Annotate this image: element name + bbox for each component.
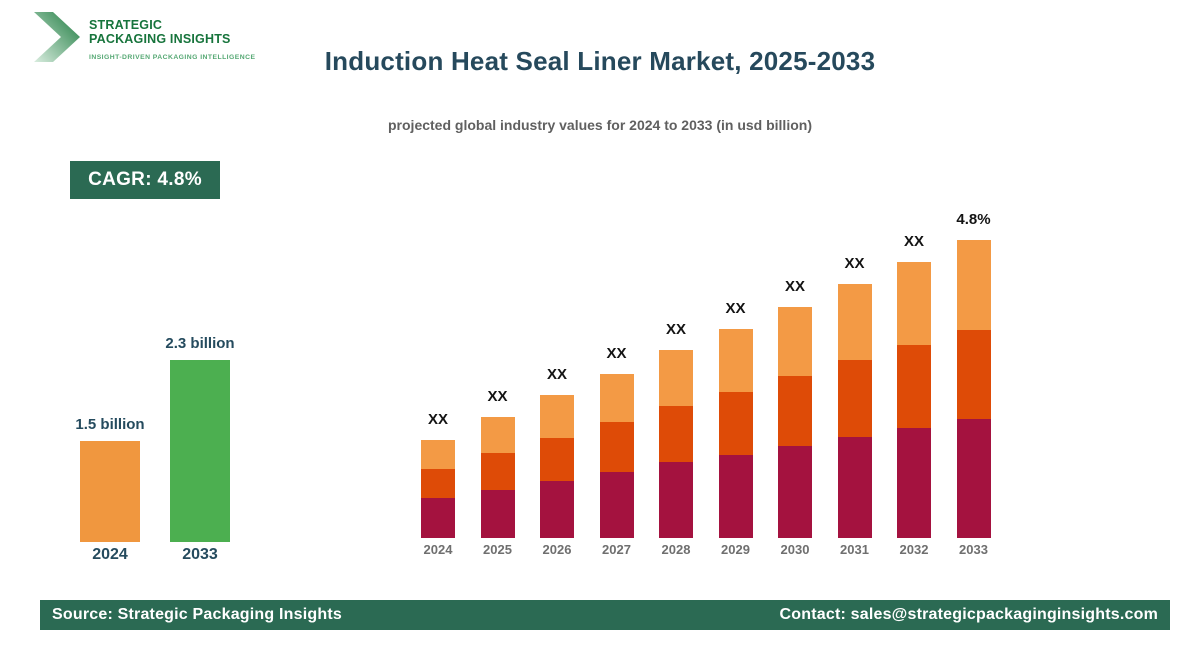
stacked-bar-2027 (599, 374, 634, 538)
bar-value-label: XX (606, 345, 627, 362)
summary-bar-2024 (80, 441, 140, 542)
axis-year-label: 2027 (602, 542, 631, 557)
segment-top-2032 (897, 262, 931, 345)
stacked-bar-2028 (659, 350, 693, 538)
segment-middle-2024 (421, 469, 455, 498)
brand-tagline: INSIGHT-DRIVEN PACKAGING INTELLIGENCE (89, 53, 256, 61)
segment-bottom-2032 (897, 428, 931, 538)
segment-top-2025 (480, 417, 515, 453)
segment-top-2026 (540, 395, 574, 438)
segment-bottom-2028 (659, 462, 693, 538)
axis-year-label: 2028 (661, 542, 691, 557)
bar-value-label: XX (546, 366, 567, 383)
chevron-arrow-icon (34, 12, 80, 62)
segment-bottom-2029 (718, 455, 753, 538)
footer-source: Source: Strategic Packaging Insights (52, 606, 342, 623)
segment-top-2024 (421, 440, 455, 469)
stacked-bar-2029 (718, 329, 753, 538)
axis-year-label: 2024 (423, 542, 453, 557)
axis-year-label: 2033 (182, 546, 218, 563)
brand-name-line1: STRATEGIC (89, 18, 163, 32)
summary-value-label: 2.3 billion (165, 335, 235, 352)
cagr-badge: CAGR: 4.8% (70, 161, 220, 199)
segment-bottom-2026 (540, 481, 574, 538)
summary-value-label: 1.5 billion (75, 416, 145, 433)
segment-bottom-2027 (599, 472, 634, 538)
segment-bottom-2030 (778, 446, 812, 538)
footer-contact: Contact: sales@strategicpackaginginsight… (779, 606, 1158, 623)
stacked-bar-2030 (778, 307, 812, 538)
segment-top-2033 (956, 240, 991, 330)
brand-logo: STRATEGIC PACKAGING INSIGHTS INSIGHT-DRI… (34, 12, 255, 62)
segment-middle-2031 (837, 360, 872, 437)
stacked-bar-2031 (837, 284, 872, 538)
bar-value-label: XX (844, 255, 865, 272)
segment-bottom-2033 (956, 419, 991, 538)
brand-name-line2: PACKAGING INSIGHTS (89, 32, 231, 47)
stacked-bar-2033 (956, 240, 991, 538)
segment-middle-2032 (897, 345, 931, 428)
axis-year-label: 2033 (959, 542, 988, 557)
segment-middle-2033 (956, 330, 991, 419)
bar-value-label: XX (427, 411, 448, 428)
summary-bar-chart: 1.5 billion 2024 2.3 billion 2033 (75, 325, 235, 570)
segment-middle-2029 (718, 392, 753, 455)
brand-text: STRATEGIC PACKAGING INSIGHTS INSIGHT-DRI… (89, 12, 255, 61)
segment-top-2028 (659, 350, 693, 406)
footer-bar: Source: Strategic Packaging Insights Con… (40, 600, 1170, 630)
bar-value-label: XX (725, 300, 746, 317)
axis-year-label: 2030 (780, 542, 810, 557)
summary-bar-2033 (170, 360, 230, 542)
axis-year-label: 2025 (483, 542, 512, 557)
stacked-bar-chart: XX 2024 XX 2025 XX 2026 XX 2027 XX 2028 XX 2029 XX 20… (421, 210, 991, 557)
bar-value-label: XX (784, 278, 805, 295)
stacked-bar-2032 (897, 262, 931, 538)
axis-year-label: 2031 (840, 542, 869, 557)
page-title: Induction Heat Seal Liner Market, 2025-2… (324, 46, 876, 76)
segment-bottom-2031 (837, 437, 872, 538)
bar-value-label: 4.8% (956, 211, 991, 228)
segment-middle-2026 (540, 438, 574, 481)
segment-middle-2025 (480, 453, 515, 490)
bar-value-label: XX (487, 388, 508, 405)
stacked-bar-2025 (480, 417, 515, 538)
axis-year-label: 2026 (542, 542, 572, 557)
segment-middle-2028 (659, 406, 693, 462)
axis-year-label: 2029 (721, 542, 750, 557)
segment-top-2027 (599, 374, 634, 422)
segment-top-2029 (718, 329, 753, 392)
axis-year-label: 2024 (92, 546, 128, 563)
stacked-bar-2026 (540, 395, 574, 538)
segment-bottom-2025 (480, 490, 515, 538)
stacked-bar-2024 (421, 440, 455, 538)
segment-middle-2027 (599, 422, 634, 472)
page-subtitle: projected global industry values for 202… (388, 117, 812, 133)
segment-top-2031 (837, 284, 872, 360)
segment-bottom-2024 (421, 498, 455, 538)
axis-year-label: 2032 (899, 542, 929, 557)
bar-value-label: XX (903, 233, 924, 250)
segment-middle-2030 (778, 376, 812, 446)
segment-top-2030 (778, 307, 812, 376)
bar-value-label: XX (665, 321, 686, 338)
